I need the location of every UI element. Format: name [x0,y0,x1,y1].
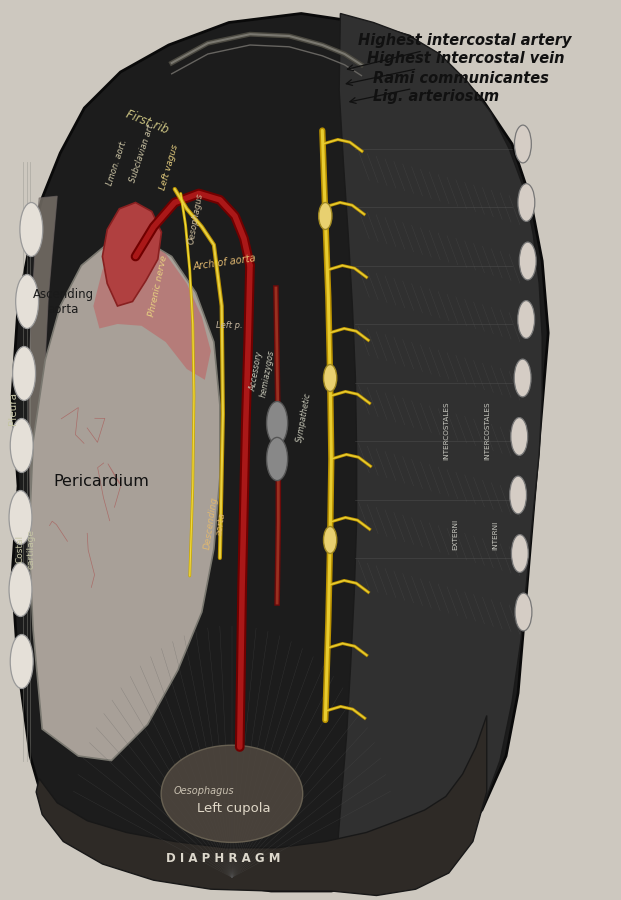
Text: EXTERNI: EXTERNI [452,519,458,550]
Polygon shape [93,238,211,380]
Text: Subclavian art.: Subclavian art. [129,122,156,184]
Ellipse shape [12,346,35,400]
Polygon shape [29,196,131,752]
Ellipse shape [514,125,532,163]
Text: Lig. arteriosum: Lig. arteriosum [373,89,500,104]
Polygon shape [336,14,542,891]
Text: Oesophagus: Oesophagus [173,786,234,796]
Ellipse shape [512,535,528,572]
Polygon shape [102,202,161,306]
Polygon shape [29,238,220,760]
Text: Ascending
aorta: Ascending aorta [33,288,94,316]
Ellipse shape [519,242,536,280]
Text: Lmon. aort.: Lmon. aort. [106,138,129,186]
Text: INTERCOSTALES: INTERCOSTALES [443,401,449,460]
Ellipse shape [324,364,337,392]
Text: Accessory
hemiazygos: Accessory hemiazygos [248,347,276,398]
Ellipse shape [266,437,288,481]
Ellipse shape [515,593,532,631]
Text: Descending
aorta: Descending aorta [202,496,229,551]
Ellipse shape [266,401,288,445]
Ellipse shape [324,526,337,554]
Text: Phrenic nerve: Phrenic nerve [147,254,169,317]
Ellipse shape [161,745,302,842]
Ellipse shape [518,301,535,338]
Text: Pericardium: Pericardium [53,474,149,489]
Text: First rib: First rib [124,107,170,136]
Ellipse shape [319,202,332,230]
Text: Highest intercostal artery: Highest intercostal artery [347,33,572,71]
Text: D I A P H R A G M: D I A P H R A G M [166,852,280,865]
Ellipse shape [20,202,43,256]
Ellipse shape [9,562,32,616]
Text: Arch of aorta: Arch of aorta [193,253,257,272]
Text: INTERCOSTALES: INTERCOSTALES [484,401,490,460]
Text: Costal
cartilage: Costal cartilage [16,529,35,569]
Ellipse shape [511,418,528,455]
Text: Sympathetic: Sympathetic [296,392,313,443]
Text: Highest intercostal vein: Highest intercostal vein [347,51,565,86]
Text: INTERNI: INTERNI [492,521,498,550]
Ellipse shape [10,418,33,472]
Ellipse shape [9,491,32,544]
Text: Oesophagus: Oesophagus [187,193,205,245]
Ellipse shape [10,634,33,688]
Text: Left vagus: Left vagus [158,143,179,191]
Ellipse shape [518,184,535,221]
Ellipse shape [510,476,527,514]
Text: Left p.: Left p. [215,321,242,330]
Ellipse shape [514,359,531,397]
Polygon shape [12,14,548,891]
Text: Rami communicantes: Rami communicantes [350,71,550,104]
Polygon shape [36,716,487,896]
Text: Pleura: Pleura [8,392,18,425]
Ellipse shape [16,274,39,328]
Text: Left cupola: Left cupola [197,802,271,814]
